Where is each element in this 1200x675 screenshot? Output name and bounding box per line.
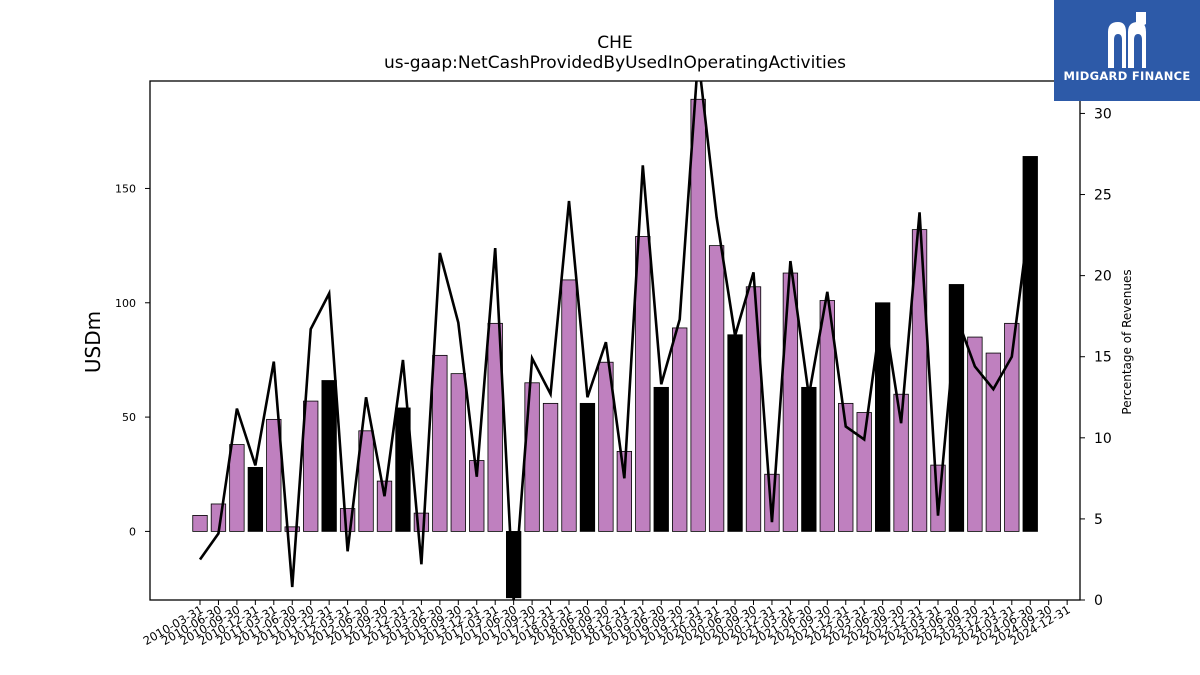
bar	[1004, 322, 1020, 532]
y2-tick-label: 15	[1094, 350, 1112, 366]
plot-area	[192, 81, 1038, 600]
y2-tick-label: 10	[1094, 431, 1112, 447]
plot-frame	[149, 80, 1081, 601]
chart-title: CHE	[597, 33, 633, 53]
y2-axis-label: Percentage of Revenues	[1120, 269, 1134, 414]
bar	[579, 402, 596, 532]
bar	[856, 412, 872, 532]
y2-tick-label: 5	[1094, 512, 1103, 528]
midgard-finance-logo: MIDGARD FINANCE	[1054, 0, 1200, 101]
bar	[653, 386, 669, 532]
bar	[542, 402, 559, 532]
bar	[487, 322, 503, 532]
bar	[985, 352, 1001, 532]
bar	[782, 272, 799, 532]
bar	[192, 515, 208, 532]
bar	[247, 466, 264, 532]
bar	[838, 402, 854, 532]
revenue-percentage-line	[198, 81, 1032, 600]
bar	[635, 236, 651, 532]
bar	[450, 373, 466, 532]
y-tick-label: 150	[115, 182, 136, 195]
bar	[376, 480, 393, 532]
bar	[708, 245, 725, 532]
bar	[561, 279, 577, 532]
bar	[967, 336, 983, 532]
y2-tick-label: 30	[1094, 106, 1112, 122]
y-axis-label: USDm	[81, 311, 105, 373]
chart-subtitle: us-gaap:NetCashProvidedByUsedInOperating…	[383, 53, 847, 73]
bar	[469, 460, 485, 532]
bar	[303, 400, 319, 532]
bar	[616, 450, 632, 532]
midgard-logo-icon	[1108, 12, 1146, 68]
bar	[727, 334, 743, 532]
bar	[598, 361, 614, 532]
y-tick-label: 100	[115, 297, 136, 310]
bar	[284, 526, 300, 532]
logo-text: MIDGARD FINANCE	[1063, 69, 1191, 83]
bar	[321, 380, 337, 532]
y-tick-label: 0	[129, 525, 136, 538]
bar	[524, 382, 540, 532]
bar	[801, 386, 817, 532]
y2-tick-label: 25	[1094, 188, 1112, 204]
bar	[875, 302, 891, 532]
y2-tick-label: 20	[1094, 269, 1112, 285]
bar	[893, 393, 909, 532]
bar	[690, 98, 706, 532]
bar	[395, 407, 411, 532]
bar	[432, 354, 448, 532]
bar	[358, 430, 374, 532]
bar	[266, 418, 282, 532]
bar	[672, 327, 688, 532]
bar	[764, 473, 780, 532]
y-tick-label: 50	[122, 411, 136, 424]
y2-tick-label: 0	[1094, 593, 1103, 609]
bar	[229, 444, 245, 532]
